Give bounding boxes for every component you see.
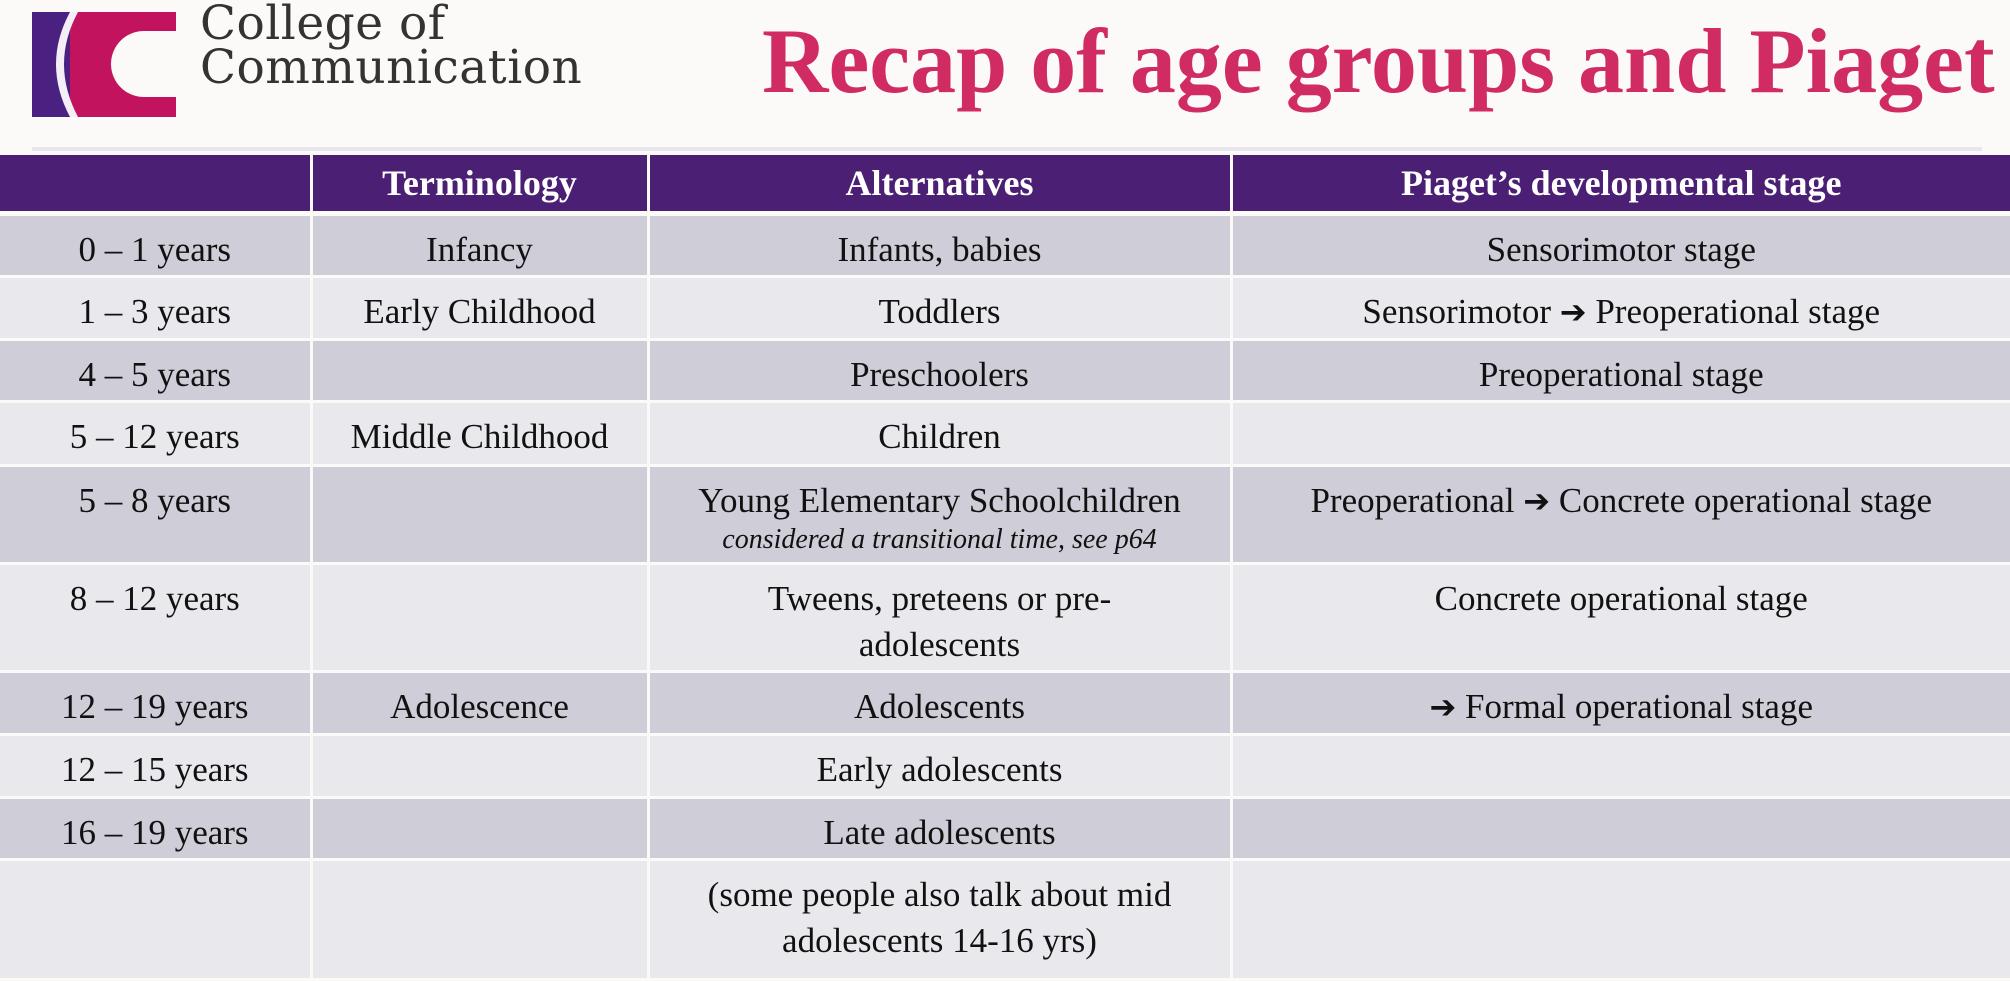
stage-from-text: Preoperational [1310, 481, 1515, 520]
stage-to-text: Concrete operational stage [1558, 481, 1933, 520]
alternatives-cell: Tweens, preteens or pre-adolescents [648, 563, 1233, 673]
terminology-cell: Early Childhood [311, 276, 650, 341]
alternatives-text: Infants, babies [837, 230, 1042, 269]
piaget-stage-cell: Sensorimotor ➔ Preoperational stage [1231, 276, 2010, 341]
header-terminology: Terminology [311, 155, 650, 216]
age-cell: 8 – 12 years [0, 563, 313, 673]
piaget-stage-cell: ➔ Formal operational stage [1231, 671, 2010, 736]
alternatives-text: (some people also talk about mid adolesc… [707, 875, 1172, 960]
alternatives-cell: (some people also talk about mid adolesc… [648, 859, 1233, 981]
piaget-stage-cell: Preoperational stage [1231, 339, 2010, 403]
arrow-right-icon: ➔ [1429, 688, 1457, 726]
piaget-stage-cell: Concrete operational stage [1231, 563, 2010, 673]
age-cell: 4 – 5 years [0, 339, 313, 403]
terminology-cell [311, 797, 650, 861]
terminology-cell [311, 734, 650, 799]
alternatives-text: Young Elementary Schoolchildren [698, 481, 1181, 520]
age-cell: 5 – 12 years [0, 401, 313, 467]
age-cell: 0 – 1 years [0, 213, 313, 278]
arrow-right-icon: ➔ [1523, 482, 1551, 520]
age-cell: 1 – 3 years [0, 276, 313, 341]
stage-to-text: Preoperational stage [1595, 292, 1881, 331]
age-cell: 12 – 15 years [0, 734, 313, 799]
alternatives-cell: Early adolescents [648, 734, 1233, 799]
table-row: 5 – 12 years Middle Childhood Children [0, 401, 2010, 467]
college-name: College of Communication [200, 0, 583, 95]
terminology-cell: Adolescence [311, 671, 650, 736]
piaget-stage-cell [1231, 797, 2010, 861]
table-row: 8 – 12 years Tweens, preteens or pre-adol… [0, 563, 2010, 673]
alternatives-text: Toddlers [878, 292, 1001, 331]
alternatives-text: Preschoolers [850, 355, 1029, 394]
table-row: 12 – 15 years Early adolescents [0, 734, 2010, 799]
table-row: 5 – 8 years Young Elementary Schoolchildr… [0, 465, 2010, 565]
alternatives-cell: Adolescents [648, 671, 1233, 736]
header-divider [32, 147, 1982, 151]
table-row: 0 – 1 years Infancy Infants, babies Sensori… [0, 213, 2010, 278]
age-groups-table: Terminology Alternatives Piaget’s develo… [0, 155, 2010, 981]
table-header-row: Terminology Alternatives Piaget’s develo… [0, 155, 2010, 216]
piaget-stage-cell [1231, 401, 2010, 467]
age-cell: 16 – 19 years [0, 797, 313, 861]
college-name-line2: Communication [200, 40, 583, 95]
alternatives-text: Adolescents [853, 687, 1026, 726]
piaget-stage-cell [1231, 859, 2010, 981]
age-cell [0, 859, 313, 981]
table-row: 16 – 19 years Late adolescents [0, 797, 2010, 861]
terminology-cell: Infancy [311, 213, 650, 278]
alternatives-text: Late adolescents [823, 813, 1056, 852]
arrow-right-icon: ➔ [1559, 293, 1587, 331]
alternatives-cell: Preschoolers [648, 339, 1233, 403]
stage-from-text: Preoperational stage [1478, 355, 1764, 394]
terminology-cell [311, 563, 650, 673]
alternatives-text: Tweens, preteens or pre-adolescents [767, 579, 1112, 664]
piaget-stage-cell [1231, 734, 2010, 799]
college-logo [32, 12, 176, 117]
alternatives-cell: Young Elementary Schoolchildren considere… [648, 465, 1233, 565]
header-alternatives: Alternatives [648, 155, 1233, 216]
alternatives-cell: Infants, babies [648, 213, 1233, 278]
alternatives-cell: Children [648, 401, 1233, 467]
table-row: 1 – 3 years Early Childhood Toddlers Sensor… [0, 276, 2010, 341]
table-row: (some people also talk about mid adolesc… [0, 859, 2010, 981]
alternatives-text: Early adolescents [816, 750, 1063, 789]
alternatives-cell: Late adolescents [648, 797, 1233, 861]
stage-from-text: Sensorimotor [1362, 292, 1552, 331]
alternatives-note: considered a transitional time, see p64 [722, 524, 1157, 555]
stage-from-text: Concrete operational stage [1434, 579, 1808, 618]
table-row: 12 – 19 years Adolescence Adolescents ➔ For… [0, 671, 2010, 736]
age-cell: 5 – 8 years [0, 465, 313, 565]
table-row: 4 – 5 years Preschoolers Preoperational st… [0, 339, 2010, 403]
piaget-stage-cell: Preoperational ➔ Concrete operational st… [1231, 465, 2010, 565]
terminology-cell [311, 465, 650, 565]
header-piaget-stage: Piaget’s developmental stage [1231, 155, 2010, 216]
terminology-cell [311, 339, 650, 403]
college-c-logo-icon [32, 12, 176, 117]
age-cell: 12 – 19 years [0, 671, 313, 736]
terminology-cell [311, 859, 650, 981]
alternatives-cell: Toddlers [648, 276, 1233, 341]
piaget-stage-cell: Sensorimotor stage [1231, 213, 2010, 278]
stage-to-text: Formal operational stage [1465, 687, 1813, 726]
slide-title: Recap of age groups and Piaget [762, 10, 1995, 112]
terminology-cell: Middle Childhood [311, 401, 650, 467]
alternatives-text: Children [878, 417, 1001, 456]
college-name-line1: College of [200, 0, 446, 51]
header-age [0, 155, 313, 216]
stage-from-text: Sensorimotor stage [1486, 230, 1756, 269]
